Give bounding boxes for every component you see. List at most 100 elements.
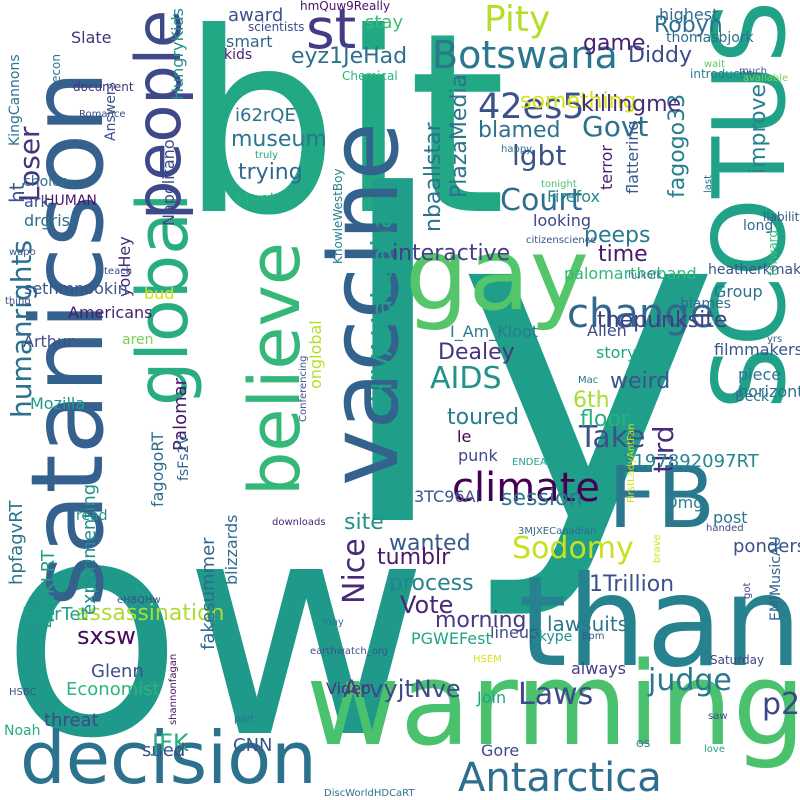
cloud-word: ly bbox=[330, 103, 722, 627]
cloud-word: warming bbox=[306, 638, 800, 772]
cloud-word: long bbox=[743, 218, 774, 234]
cloud-word: love bbox=[704, 744, 725, 755]
cloud-word: humanrights bbox=[5, 239, 38, 418]
cloud-word: KingCannons bbox=[7, 54, 23, 146]
cloud-word: kids bbox=[224, 47, 253, 63]
cloud-word: story bbox=[596, 343, 637, 362]
cloud-word: Antarctica bbox=[458, 755, 662, 800]
cloud-word: Court bbox=[500, 183, 583, 218]
cloud-word: sxsw bbox=[77, 622, 136, 650]
cloud-word: interactive bbox=[392, 241, 511, 266]
cloud-word: blames bbox=[680, 296, 731, 312]
cloud-word: climate bbox=[452, 465, 600, 511]
cloud-word: liability bbox=[763, 210, 800, 224]
cloud-word: read bbox=[76, 508, 108, 524]
cloud-word: teach bbox=[104, 266, 133, 277]
cloud-word: onglobal bbox=[306, 320, 325, 389]
cloud-word: fakesummer bbox=[198, 537, 219, 650]
cloud-word: hpfagvRT bbox=[6, 500, 27, 585]
cloud-word: Govt bbox=[582, 110, 649, 143]
cloud-word: document bbox=[73, 80, 134, 94]
cloud-word: Video bbox=[326, 679, 371, 698]
cloud-word: saw bbox=[708, 711, 728, 722]
cloud-word: tumblr bbox=[377, 545, 451, 570]
cloud-word: thing bbox=[5, 296, 31, 307]
cloud-word: nbaallstar bbox=[421, 122, 446, 232]
cloud-word: Slate bbox=[71, 28, 112, 47]
cloud-word: p2 bbox=[762, 687, 800, 722]
cloud-word: FB bbox=[608, 449, 716, 548]
cloud-word: highest bbox=[659, 5, 719, 24]
cloud-word: Gore bbox=[481, 741, 520, 760]
cloud-word: drgrist bbox=[24, 211, 77, 230]
cloud-word: 3197892097RT bbox=[622, 451, 759, 472]
cloud-word: gay bbox=[405, 216, 589, 333]
cloud-word: EMIMusicAU bbox=[768, 536, 784, 621]
cloud-word: sethmnookin bbox=[24, 279, 128, 298]
cloud-word: lawsuits bbox=[547, 612, 629, 636]
cloud-word: yrs bbox=[767, 334, 783, 345]
cloud-word: Firefox bbox=[547, 187, 600, 206]
cloud-word: peeps bbox=[584, 223, 651, 248]
cloud-word: site bbox=[344, 510, 384, 535]
cloud-word: i62rQE bbox=[235, 105, 296, 126]
cloud-word: KnowleWestBoy bbox=[331, 168, 345, 264]
cloud-word: Dealey bbox=[438, 340, 515, 365]
cloud-word: Vote bbox=[400, 591, 454, 619]
cloud-word: wanted bbox=[389, 531, 471, 556]
cloud-word: thank bbox=[518, 550, 800, 695]
cloud-word: HSBC bbox=[9, 687, 37, 698]
cloud-word: sued bbox=[142, 740, 186, 761]
cloud-word: Romance bbox=[79, 109, 126, 120]
cloud-word: Omg bbox=[665, 493, 704, 512]
cloud-word: ArvyjtNve bbox=[343, 675, 461, 703]
cloud-word: Napolitano bbox=[159, 139, 178, 226]
cloud-word: forward bbox=[766, 229, 780, 276]
cloud-word: thomasbjork bbox=[666, 30, 754, 46]
cloud-word: OS bbox=[636, 739, 651, 750]
cloud-word: floor bbox=[580, 407, 630, 432]
cloud-word: Take bbox=[579, 420, 646, 455]
cloud-word: process bbox=[389, 571, 474, 596]
cloud-word: ark bbox=[24, 192, 50, 211]
cloud-word: change bbox=[567, 291, 715, 337]
cloud-word: JFK bbox=[152, 729, 189, 757]
cloud-word: post bbox=[713, 508, 748, 527]
cloud-word: st bbox=[306, 0, 357, 61]
cloud-word: palomartheband bbox=[564, 264, 697, 283]
cloud-word: may bbox=[322, 617, 344, 628]
cloud-word: 42es5 bbox=[478, 87, 585, 127]
cloud-word: fagogoRT bbox=[148, 431, 167, 507]
cloud-word: toured bbox=[447, 405, 520, 430]
cloud-word: Glenn bbox=[91, 661, 144, 682]
cloud-word: earthwatch_org bbox=[310, 646, 389, 657]
cloud-word: shannonfagan bbox=[168, 653, 179, 725]
cloud-word: downloads bbox=[272, 517, 326, 528]
cloud-word: punk bbox=[458, 446, 498, 465]
cloud-word: Economist bbox=[66, 679, 160, 700]
cloud-word: FirstLadyAntFan bbox=[626, 423, 637, 503]
cloud-word: 6th bbox=[573, 388, 610, 413]
cloud-word: ow bbox=[0, 455, 429, 800]
cloud-word: handed bbox=[706, 523, 744, 534]
cloud-word: 3MJXECanadian bbox=[518, 526, 597, 537]
cloud-word: smart bbox=[226, 32, 273, 51]
cloud-word: citizenscience bbox=[526, 235, 597, 246]
cloud-word: eH8QHw bbox=[117, 595, 161, 606]
cloud-word: game bbox=[583, 31, 646, 56]
cloud-word: CNN bbox=[233, 735, 273, 756]
cloud-word: horizontal bbox=[738, 382, 800, 401]
cloud-word: decision bbox=[20, 716, 317, 800]
cloud-word: museum bbox=[231, 127, 327, 152]
cloud-word: ENDEAVOUR bbox=[512, 457, 575, 468]
cloud-word: eyz1JeHad bbox=[291, 44, 408, 69]
cloud-word: bit bbox=[180, 0, 507, 270]
cloud-word: session bbox=[501, 486, 583, 511]
cloud-word: Mozilla bbox=[30, 394, 86, 413]
cloud-word: HUMAN bbox=[44, 193, 97, 209]
cloud-word: blamed bbox=[478, 118, 561, 143]
cloud-word: Americans bbox=[68, 303, 153, 322]
cloud-word: PlazaMedia bbox=[447, 74, 472, 198]
cloud-word: morning bbox=[435, 608, 527, 633]
